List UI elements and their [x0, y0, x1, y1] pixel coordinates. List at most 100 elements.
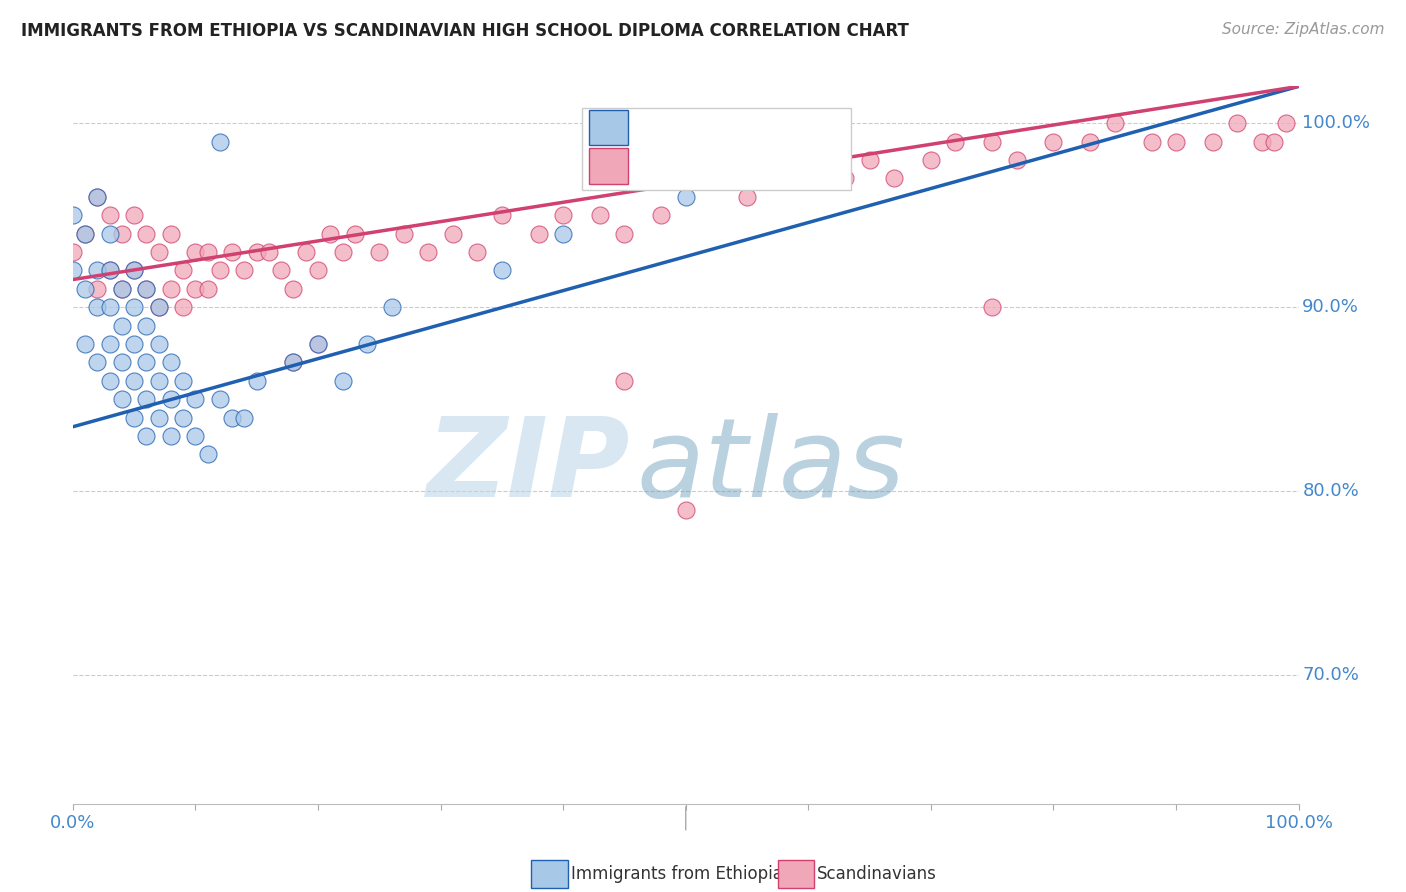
Point: [1250, 135, 1272, 149]
Point: [233, 263, 256, 277]
Point: [62, 208, 84, 222]
Point: [332, 244, 354, 259]
Point: [148, 374, 170, 388]
Point: [172, 300, 194, 314]
Point: [208, 263, 231, 277]
Point: [172, 374, 194, 388]
Point: [1042, 135, 1064, 149]
Point: [920, 153, 942, 167]
Point: [86, 282, 108, 296]
Point: [86, 190, 108, 204]
Text: R = 0.329    N = 53: R = 0.329 N = 53: [640, 119, 831, 136]
Point: [184, 429, 207, 443]
Point: [160, 227, 183, 241]
Point: [1275, 116, 1298, 130]
Bar: [582, 108, 851, 190]
Point: [283, 355, 305, 369]
Point: [1140, 135, 1163, 149]
Point: [613, 374, 636, 388]
Point: [553, 208, 575, 222]
Point: [1005, 153, 1028, 167]
Point: [148, 337, 170, 351]
Point: [858, 153, 880, 167]
Point: [86, 263, 108, 277]
Text: 70.0%: 70.0%: [1302, 666, 1360, 684]
Point: [122, 410, 145, 425]
Point: [761, 153, 783, 167]
Point: [589, 208, 612, 222]
Point: [122, 337, 145, 351]
Point: [98, 374, 121, 388]
FancyBboxPatch shape: [589, 148, 628, 184]
Point: [148, 300, 170, 314]
Point: [392, 227, 415, 241]
Text: IMMIGRANTS FROM ETHIOPIA VS SCANDINAVIAN HIGH SCHOOL DIPLOMA CORRELATION CHART: IMMIGRANTS FROM ETHIOPIA VS SCANDINAVIAN…: [21, 22, 908, 40]
Point: [343, 227, 366, 241]
Point: [270, 263, 292, 277]
Point: [981, 300, 1004, 314]
Point: [675, 502, 697, 516]
Point: [307, 337, 329, 351]
Point: [221, 410, 243, 425]
Point: [111, 392, 134, 407]
Text: ZIP: ZIP: [427, 413, 630, 520]
Point: [883, 171, 905, 186]
FancyBboxPatch shape: [589, 110, 628, 145]
Point: [135, 355, 157, 369]
Point: [172, 410, 194, 425]
Point: [233, 410, 256, 425]
Point: [75, 227, 97, 241]
Point: [467, 244, 489, 259]
Point: [122, 263, 145, 277]
Point: [98, 337, 121, 351]
Point: [135, 282, 157, 296]
Point: [86, 190, 108, 204]
Point: [208, 392, 231, 407]
Point: [75, 227, 97, 241]
Point: [75, 337, 97, 351]
Point: [246, 244, 269, 259]
Point: [257, 244, 280, 259]
Point: [197, 447, 219, 461]
Point: [221, 244, 243, 259]
Point: [148, 300, 170, 314]
Point: [86, 355, 108, 369]
Point: [197, 282, 219, 296]
Point: [184, 244, 207, 259]
Point: [675, 171, 697, 186]
Point: [135, 282, 157, 296]
Point: [1202, 135, 1225, 149]
Point: [797, 153, 820, 167]
Point: [1104, 116, 1126, 130]
Point: [491, 263, 513, 277]
Point: [135, 318, 157, 333]
Point: [307, 263, 329, 277]
Point: [1078, 135, 1101, 149]
Point: [1164, 135, 1187, 149]
Point: [380, 300, 402, 314]
Point: [735, 190, 758, 204]
Text: atlas: atlas: [637, 413, 905, 520]
Point: [135, 392, 157, 407]
Text: R = 0.220    N = 72: R = 0.220 N = 72: [640, 157, 831, 175]
Point: [86, 300, 108, 314]
Point: [332, 374, 354, 388]
Point: [283, 355, 305, 369]
Point: [111, 282, 134, 296]
Point: [160, 429, 183, 443]
Point: [650, 208, 672, 222]
Point: [75, 282, 97, 296]
Text: Scandinavians: Scandinavians: [817, 865, 936, 883]
Point: [441, 227, 464, 241]
Point: [834, 171, 856, 186]
Point: [319, 227, 342, 241]
Point: [98, 263, 121, 277]
Point: [98, 263, 121, 277]
Point: [160, 282, 183, 296]
Point: [111, 355, 134, 369]
Point: [294, 244, 316, 259]
Point: [62, 244, 84, 259]
Point: [197, 244, 219, 259]
Text: Source: ZipAtlas.com: Source: ZipAtlas.com: [1222, 22, 1385, 37]
Point: [368, 244, 391, 259]
